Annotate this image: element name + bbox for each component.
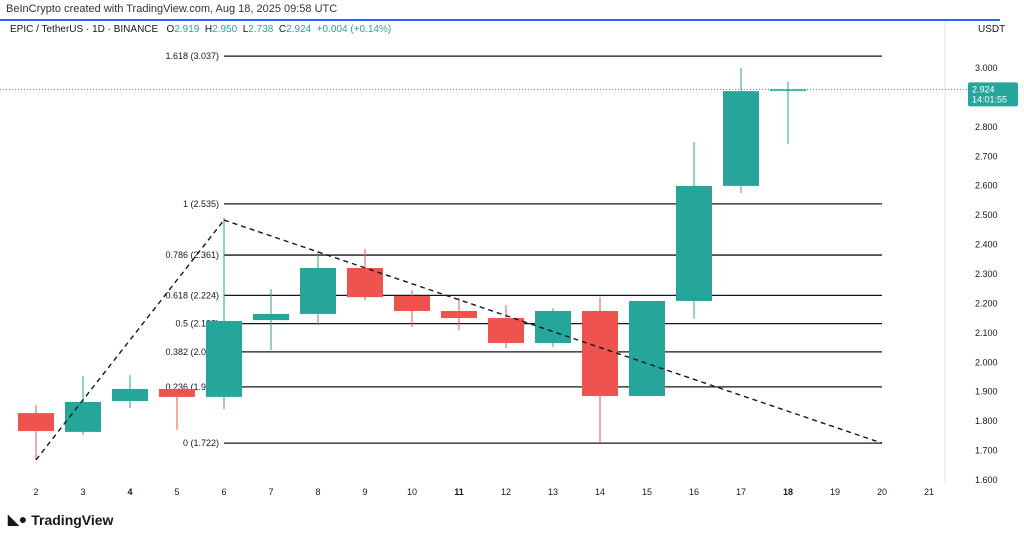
candle-body — [676, 185, 712, 301]
y-tick-label: 1.900 — [975, 387, 998, 397]
y-tick-label: 2.300 — [975, 269, 998, 279]
y-tick-label: 1.700 — [975, 446, 998, 456]
fib-level-label: 0.382 (2.032) — [165, 347, 219, 357]
y-tick-label: 2.800 — [975, 122, 998, 132]
x-tick-label: 6 — [221, 487, 226, 497]
tradingview-logo-icon: ◣● — [8, 511, 28, 527]
logo-text: TradingView — [31, 511, 114, 528]
x-tick-label: 5 — [174, 487, 179, 497]
low-value: 2.738 — [248, 24, 274, 35]
symbol-legend: EPIC / TetherUS · 1D · BINANCE O2.919 H2… — [10, 24, 392, 35]
candle-body — [253, 313, 289, 321]
x-tick-label: 14 — [595, 487, 605, 497]
dashed-trendline — [35, 219, 225, 461]
y-tick-label: 2.700 — [975, 151, 998, 161]
x-tick-label: 7 — [268, 487, 273, 497]
x-tick-label: 20 — [877, 487, 887, 497]
x-tick-label: 19 — [830, 487, 840, 497]
x-tick-label: 15 — [642, 487, 652, 497]
x-tick-label: 3 — [80, 487, 85, 497]
last-price-badge — [968, 82, 1018, 107]
candle-body — [300, 268, 336, 314]
candle-body — [159, 388, 195, 397]
candle-body — [723, 91, 759, 186]
top-divider — [0, 19, 1000, 21]
y-tick-label: 2.500 — [975, 210, 998, 220]
candle-body — [629, 300, 665, 397]
x-tick-label: 9 — [362, 487, 367, 497]
x-tick-label: 21 — [924, 487, 934, 497]
fib-level-label: 1.618 (3.037) — [165, 51, 219, 61]
fib-level-label: 0 (1.722) — [183, 438, 219, 448]
change-value: +0.004 (+0.14%) — [316, 24, 392, 35]
candle-body — [394, 295, 430, 311]
tradingview-logo[interactable]: ◣● TradingView — [8, 511, 113, 528]
y-tick-label: 1.600 — [975, 475, 998, 485]
candle-body — [488, 318, 524, 344]
candle-body — [582, 310, 618, 397]
candle-body — [18, 413, 54, 432]
x-tick-label: 4 — [127, 487, 132, 497]
open-value: 2.919 — [174, 24, 200, 35]
close-value: 2.924 — [286, 24, 312, 35]
x-tick-label: 2 — [33, 487, 38, 497]
last-price-value: 2.924 — [972, 84, 995, 94]
bar-countdown: 14:01:55 — [972, 94, 1007, 104]
high-value: 2.950 — [212, 24, 238, 35]
fib-level-label: 0.236 (1.913) — [165, 382, 219, 392]
x-tick-label: 16 — [689, 487, 699, 497]
x-tick-label: 18 — [783, 487, 793, 497]
y-tick-label: 1.800 — [975, 416, 998, 426]
x-tick-label: 12 — [501, 487, 511, 497]
y-tick-label: 2.000 — [975, 357, 998, 367]
x-tick-label: 13 — [548, 487, 558, 497]
x-tick-label: 10 — [407, 487, 417, 497]
x-tick-label: 8 — [315, 487, 320, 497]
y-tick-label: 2.600 — [975, 181, 998, 191]
y-tick-label: 2.200 — [975, 298, 998, 308]
fib-level-label: 0.786 (2.361) — [165, 250, 219, 260]
candle-body — [347, 268, 383, 298]
fib-level-label: 1 (2.535) — [183, 199, 219, 209]
dashed-trendline — [223, 219, 883, 444]
fib-level-label: 0.5 (2.128) — [175, 319, 219, 329]
y-tick-label: 2.400 — [975, 240, 998, 250]
candle-body — [112, 388, 148, 402]
candle-body — [441, 310, 477, 319]
fib-level-label: 0.618 (2.224) — [165, 290, 219, 300]
y-tick-label: 2.100 — [975, 328, 998, 338]
candle-body — [770, 89, 806, 91]
chart-credit: BeInCrypto created with TradingView.com,… — [6, 3, 338, 15]
candle-body — [206, 320, 242, 397]
price-unit[interactable]: USDT — [978, 24, 1006, 35]
y-tick-label: 3.000 — [975, 63, 998, 73]
symbol-name[interactable]: EPIC / TetherUS · 1D · BINANCE — [10, 24, 159, 35]
x-tick-label: 11 — [454, 487, 464, 497]
candle-body — [65, 401, 101, 432]
x-tick-label: 17 — [736, 487, 746, 497]
